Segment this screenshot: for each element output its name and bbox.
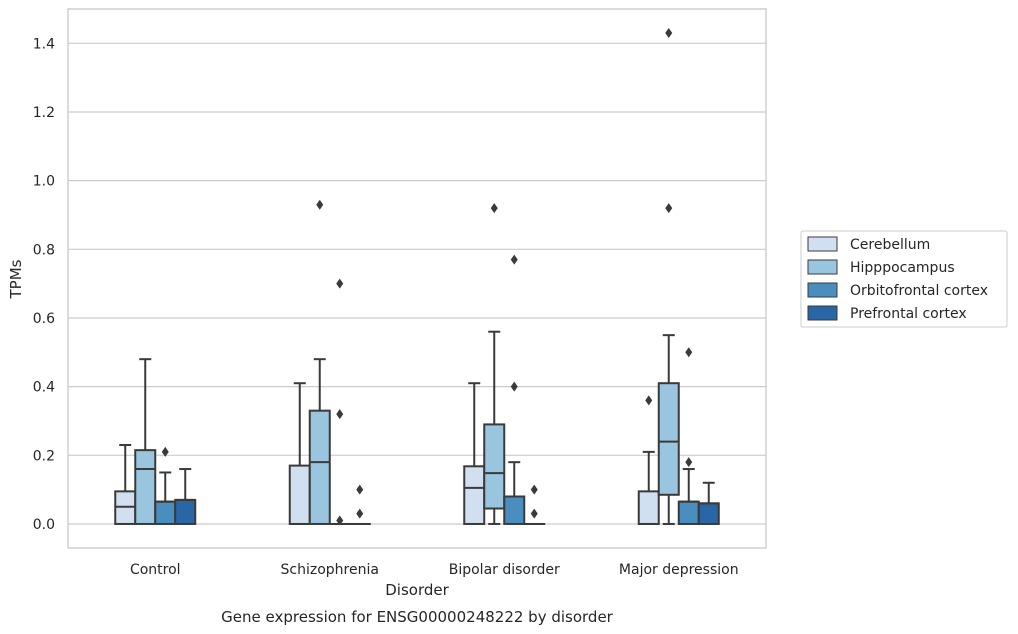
outlier-point (336, 409, 344, 420)
x-tick-label: Control (130, 562, 181, 578)
x-tick-label: Schizophrenia (281, 562, 379, 578)
x-tick-label: Major depression (619, 562, 739, 578)
y-axis-title: TPMs (7, 259, 25, 299)
series-group (114, 382, 660, 525)
outlier-point (685, 457, 693, 468)
legend-swatch (807, 282, 838, 298)
box (637, 490, 660, 525)
plot-frame (67, 8, 767, 549)
x-tick-label: Bipolar disorder (449, 562, 560, 578)
outlier-point (316, 199, 324, 210)
box (503, 495, 526, 525)
y-tick-label: 0.8 (33, 242, 55, 258)
y-tick-label: 0.0 (33, 517, 55, 533)
box (154, 500, 177, 525)
y-tick-label: 1.0 (33, 174, 55, 190)
outlier-point (336, 278, 344, 289)
box (483, 423, 506, 510)
legend-items: Cerebellum Hipppocampus Orbitofrontal cort… (807, 236, 988, 322)
legend: Cerebellum Hipppocampus Orbitofrontal cort… (800, 230, 1008, 328)
y-tick-label: 0.4 (33, 380, 55, 396)
legend-label: Orbitofrontal cortex (850, 283, 988, 299)
legend-label: Cerebellum (850, 237, 930, 253)
legend-label: Prefrontal cortex (850, 306, 967, 322)
legend-swatch (807, 236, 838, 252)
outlier-point (645, 395, 653, 406)
outlier-point (530, 508, 538, 519)
box (308, 409, 331, 525)
y-tick-label: 0.2 (33, 448, 55, 464)
box (134, 449, 157, 525)
box (288, 464, 311, 525)
series-group (134, 28, 680, 525)
outlier-point (161, 446, 169, 457)
y-tick-label: 1.4 (33, 36, 55, 52)
box (657, 382, 680, 496)
outlier-point (356, 508, 364, 519)
outlier-point (510, 381, 518, 392)
x-tick-labels: Control Schizophrenia Bipolar disorder Majo… (130, 562, 739, 578)
marks-layer (114, 28, 720, 526)
outlier-point (356, 484, 364, 495)
box (677, 500, 700, 525)
series-group (154, 254, 700, 526)
outlier-point (490, 203, 498, 214)
legend-frame (800, 230, 1008, 328)
outlier-point (530, 484, 538, 495)
series-group (174, 468, 720, 525)
outlier-point (665, 203, 673, 214)
box (174, 498, 197, 525)
outlier-point (685, 347, 693, 358)
grid-layer (68, 42, 766, 525)
chart-caption: Gene expression for ENSG00000248222 by d… (221, 608, 614, 626)
y-tick-label: 0.6 (33, 311, 55, 327)
y-tick-label: 1.2 (33, 105, 55, 121)
outlier-point (336, 515, 344, 526)
outlier-point (665, 28, 673, 39)
outlier-point (510, 254, 518, 265)
box (463, 465, 486, 525)
legend-swatch (807, 305, 838, 321)
legend-label: Hipppocampus (850, 260, 955, 276)
y-tick-labels: 0.0 0.2 0.4 0.6 0.8 1.0 1.2 1.4 (33, 36, 55, 533)
legend-swatch (807, 259, 838, 275)
x-axis-title: Disorder (385, 581, 449, 599)
box (697, 502, 720, 525)
